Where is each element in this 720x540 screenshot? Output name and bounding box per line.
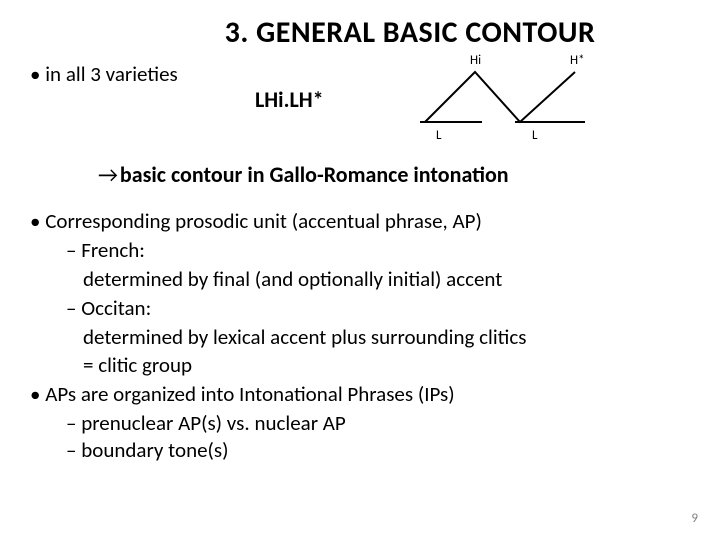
right-arrow-icon: → — [98, 161, 118, 188]
arrow-conclusion: →basic contour in Gallo-Romance intonati… — [98, 161, 690, 188]
slide-title: 3. GENERAL BASIC CONTOUR — [130, 14, 690, 51]
page-number: 9 — [691, 511, 698, 526]
dash-prenuclear: prenuclear AP(s) vs. nuclear AP — [66, 410, 690, 437]
bullet-aps-ips: APs are organized into Intonational Phra… — [30, 381, 690, 408]
diagram-label-l2: L — [532, 128, 538, 143]
sub-french-text: determined by final (and optionally init… — [83, 266, 690, 293]
diagram-label-hi: Hi — [470, 53, 481, 68]
sub-occitan-text2: = clitic group — [83, 352, 690, 379]
contour-diagram: Hi H* L L — [420, 52, 600, 147]
contour-polyline — [425, 72, 575, 122]
formula-label: LHi.LH* — [255, 86, 324, 113]
sub-french-label: French: — [66, 237, 690, 264]
slide-container: 3. GENERAL BASIC CONTOUR in all 3 variet… — [0, 0, 720, 540]
diagram-label-hstar: H* — [570, 53, 585, 68]
sub-occitan-label: Occitan: — [66, 295, 690, 322]
main-body-list: Corresponding prosodic unit (accentual p… — [30, 208, 690, 464]
dash-boundary: boundary tone(s) — [66, 437, 690, 464]
arrow-text: basic contour in Gallo-Romance intonatio… — [120, 161, 509, 188]
diagram-label-l1: L — [436, 128, 442, 143]
bullet-prosodic-unit: Corresponding prosodic unit (accentual p… — [30, 208, 690, 235]
sub-occitan-text1: determined by lexical accent plus surrou… — [83, 324, 690, 351]
bullet-varieties: in all 3 varieties — [30, 61, 178, 87]
